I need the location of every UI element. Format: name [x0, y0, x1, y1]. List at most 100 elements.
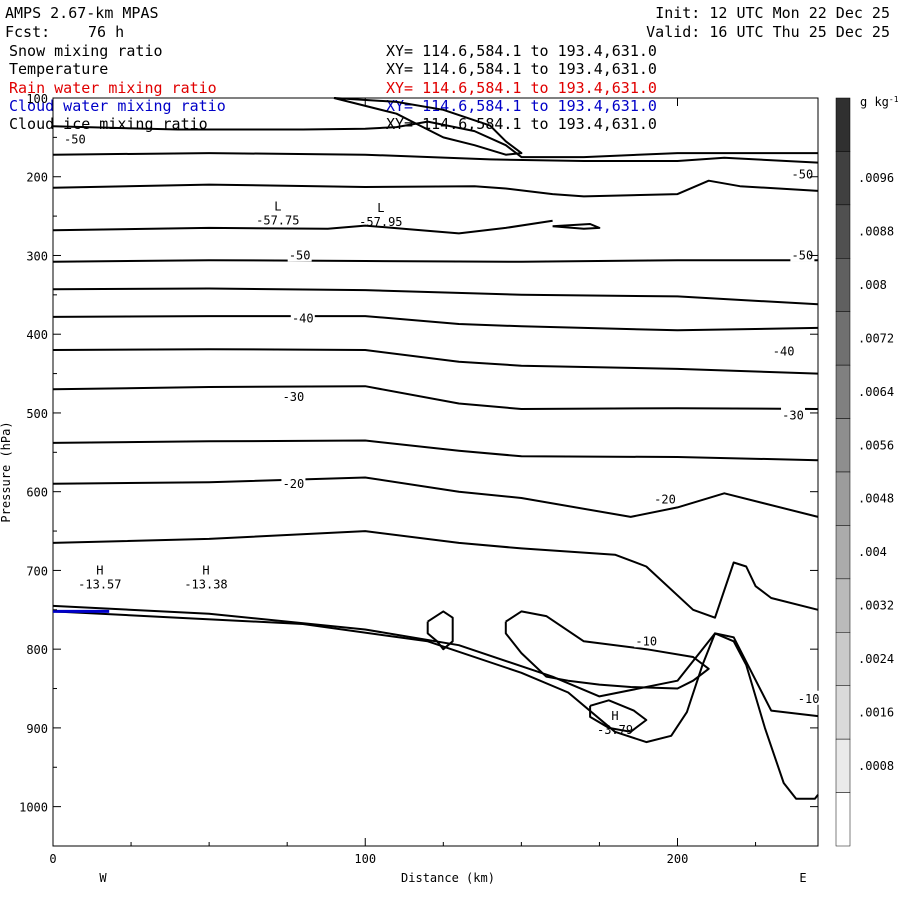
colorbar-bin [835, 738, 851, 793]
colorbar-bin [835, 685, 851, 740]
x-axis-label: Distance (km) [401, 871, 495, 885]
extremum-type: H [96, 563, 103, 577]
x-tick-label: 0 [49, 852, 56, 866]
isotherm-line [52, 604, 819, 718]
label-layer: -50-50-50 -50-40-40-30-30-20-20-10-10L-57… [62, 131, 821, 737]
y-tick-label: 1000 [19, 801, 48, 815]
valid-time: Valid: 16 UTC Thu 25 Dec 25 [646, 23, 890, 41]
colorbar-bin [835, 204, 851, 259]
colorbar-bin [835, 151, 851, 206]
isotherm-line [589, 699, 648, 733]
fcst-value: 76 h [88, 23, 125, 41]
y-tick-label: 200 [26, 171, 48, 185]
plot-frame [52, 97, 819, 847]
y-tick-label: 400 [26, 328, 48, 342]
y-tick-label: 800 [26, 643, 48, 657]
extremum-type: L [377, 201, 384, 215]
contour-label-bg [790, 247, 815, 262]
field-xy-range: XY= 114.6,584.1 to 193.4,631.0 [386, 60, 657, 79]
tick-layer: 100 200 300 400 500 600 700 800 900 1000 0 100 200 [19, 92, 818, 866]
contour-label-bg [281, 475, 306, 490]
y-tick-label: 500 [26, 407, 48, 421]
isotherm-layer [52, 97, 819, 800]
colorbar-label: .0096 [858, 171, 894, 185]
contour-label-bg [634, 633, 659, 648]
field-name: Rain water mixing ratio [9, 78, 217, 97]
colorbar-bin [835, 311, 851, 366]
field-name: Temperature [9, 60, 109, 79]
contour-label: -20 [654, 493, 676, 507]
y-tick-label: 300 [26, 249, 48, 263]
y-tick-label: 900 [26, 722, 48, 736]
y-tick-label: 700 [26, 564, 48, 578]
colorbar-label: .004 [858, 545, 887, 559]
isotherm-line [333, 97, 523, 156]
contour-label: -20 [283, 477, 305, 491]
colorbar-label: .0072 [858, 331, 894, 345]
extremum-value: -13.57 [78, 577, 121, 591]
isotherm-line [52, 152, 819, 164]
colorbar-label: .008 [858, 278, 887, 292]
contour-label: -50 [64, 133, 86, 147]
init-time: Init: 12 UTC Mon 22 Dec 25 [655, 4, 890, 22]
colorbar-label: .0056 [858, 438, 894, 452]
y-axis-label: Pressure (hPa) [0, 421, 13, 522]
y-tick-label: 600 [26, 486, 48, 500]
colorbar-bin [835, 364, 851, 419]
isotherm-line [552, 223, 601, 230]
isotherm-line [52, 287, 819, 306]
extremum-value: -13.38 [184, 577, 227, 591]
colorbar: .0096 .0088 .008 .0072 .0064 .0056 .0048 .004 .0… [835, 97, 894, 847]
field-xy-range: XY= 114.6,584.1 to 193.4,631.0 [386, 115, 657, 134]
y-tick-label: 100 [26, 92, 48, 106]
field-name: Snow mixing ratio [9, 42, 163, 60]
field-xy-range: XY= 114.6,584.1 to 193.4,631.0 [386, 78, 657, 97]
colorbar-bin [835, 258, 851, 312]
contour-label-bg [796, 690, 821, 705]
isotherm-line [52, 476, 819, 518]
contour-label-bg [287, 247, 312, 262]
contour-label-bg [781, 407, 806, 422]
east-label: E [799, 871, 806, 885]
colorbar-bin [835, 632, 851, 686]
contour-label-bg [281, 389, 306, 404]
colorbar-bin [835, 471, 851, 526]
contour-label: -50 [289, 248, 311, 262]
colorbar-label: .0064 [858, 385, 894, 399]
isotherm-line [52, 348, 819, 375]
isotherm-line [52, 610, 819, 800]
model-title: AMPS 2.67-km MPAS [5, 4, 159, 22]
extremum-type: L [274, 200, 281, 214]
isotherm-line [426, 610, 454, 651]
colorbar-label: .0008 [858, 759, 894, 773]
field-name: Cloud water mixing ratio [9, 96, 226, 115]
contour-label-bg [62, 131, 87, 146]
colorbar-unit: g kg-1 [860, 95, 899, 109]
contour-label-bg [790, 166, 815, 181]
extremum-value: -57.75 [256, 214, 299, 228]
colorbar-unit-base: g kg [860, 95, 889, 109]
isotherm-line [52, 315, 819, 332]
colorbar-bin [835, 97, 851, 152]
contour-label: -10 [635, 634, 657, 648]
west-label: W [99, 871, 107, 885]
extremum-type: H [611, 709, 618, 723]
contour-label: -50 [792, 167, 814, 181]
colorbar-label: .0024 [858, 652, 894, 666]
x-tick-label: 100 [354, 852, 376, 866]
extremum-value: -57.95 [359, 215, 402, 229]
colorbar-bin [835, 525, 851, 580]
colorbar-unit-exp: -1 [889, 95, 899, 104]
colorbar-label: .0032 [858, 599, 894, 613]
colorbar-label: .0088 [858, 225, 894, 239]
isotherm-line [52, 439, 819, 462]
isotherm-line [52, 530, 819, 619]
contour-label: -40 [292, 311, 314, 325]
colorbar-label: .0048 [858, 492, 894, 506]
extremum-type: H [202, 563, 209, 577]
isotherm-line [52, 385, 819, 410]
x-tick-label: 200 [667, 852, 689, 866]
isotherm-line [504, 610, 710, 690]
isotherm-line [52, 259, 818, 263]
